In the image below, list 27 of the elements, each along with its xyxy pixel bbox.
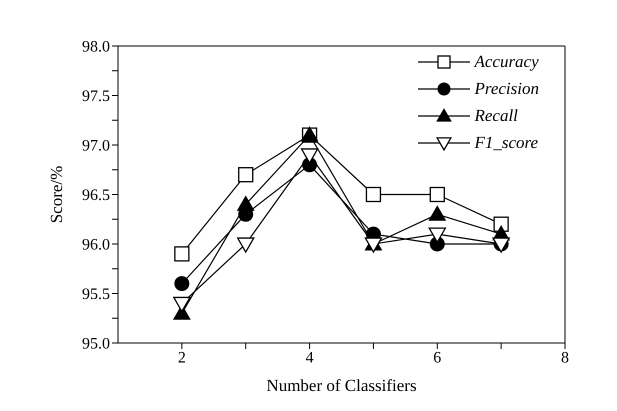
y-tick-label: 96.5 (82, 187, 110, 204)
x-axis-title: Number of Classifiers (266, 376, 417, 395)
point (300, 148, 318, 164)
y-tick-label: 95.0 (82, 336, 110, 353)
point (428, 206, 446, 221)
point (237, 237, 254, 253)
x-tick-label: 2 (178, 349, 186, 366)
y-tick-label: 97.5 (82, 88, 110, 106)
point (174, 276, 190, 292)
x-tick-label: 4 (306, 349, 314, 366)
y-tick-label: 95.5 (82, 286, 110, 304)
point (237, 196, 254, 211)
y-axis-title: Score/% (47, 166, 66, 224)
legend-label: Accuracy (474, 52, 539, 72)
y-tick-label: 98.0 (82, 38, 110, 56)
legend-label: F1_score (474, 132, 538, 152)
point (428, 228, 446, 243)
point (366, 186, 382, 202)
y-tick-label: 96.0 (82, 236, 110, 254)
point (238, 167, 254, 182)
x-tick-label: 8 (561, 349, 569, 366)
point (430, 186, 445, 202)
y-tick-label: 97.0 (82, 138, 110, 155)
legend-label: Recall (474, 106, 518, 126)
point (174, 246, 190, 262)
x-tick-label: 6 (433, 349, 442, 366)
legend-label: Precision (474, 78, 539, 98)
